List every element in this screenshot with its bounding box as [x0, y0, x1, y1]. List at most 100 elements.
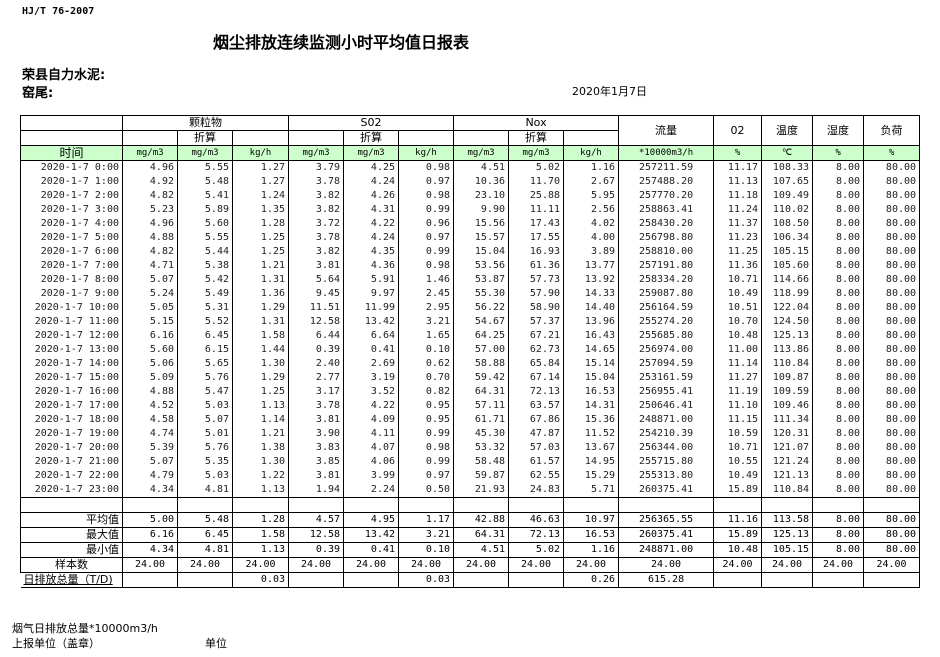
value-cell: 11.99 [343, 301, 400, 315]
value-cell: 4.51 [453, 160, 510, 175]
value-cell: 124.50 [761, 315, 814, 329]
reporting-unit-label: 上报单位（盖章） [12, 637, 100, 650]
table-row: 2020-1-7 0:00 4.96 5.55 1.27 3.79 4.25 0.98 4.5… [20, 160, 921, 175]
value-cell: 55.30 [453, 287, 510, 301]
value-cell: 24.83 [508, 483, 565, 498]
value-cell: 4.00 [563, 231, 620, 245]
time-cell: 2020-1-7 15:00 [20, 371, 123, 385]
header-blank [288, 130, 345, 146]
value-cell: 5.48 [177, 175, 233, 189]
time-cell: 2020-1-7 10:00 [20, 301, 123, 315]
value-cell [453, 497, 510, 513]
table-row: 2020-1-7 12:00 6.16 6.45 1.58 6.44 6.64 1.65 64… [20, 329, 921, 343]
value-cell: 24.00 [761, 557, 814, 573]
value-cell: 8.00 [812, 483, 865, 498]
value-cell: 3.19 [343, 371, 400, 385]
value-cell: 108.33 [761, 160, 814, 175]
value-cell: 58.88 [453, 357, 510, 371]
value-cell: 4.58 [122, 413, 178, 427]
value-cell: 80.00 [863, 189, 921, 203]
header-blank [20, 115, 123, 131]
value-cell: 3.89 [563, 245, 620, 259]
header-particulate: 颗粒物 [121, 115, 290, 131]
value-cell: 10.55 [713, 455, 763, 469]
value-cell: 11.52 [563, 427, 620, 441]
value-cell: 5.65 [177, 357, 233, 371]
value-cell: 110.84 [761, 357, 814, 371]
header-converted-particulate: 折算 [177, 130, 233, 146]
value-cell: 108.50 [761, 217, 814, 231]
value-cell: 8.00 [812, 259, 865, 273]
value-cell: 80.00 [863, 512, 921, 528]
value-cell: 4.96 [122, 160, 178, 175]
value-cell: 80.00 [863, 217, 921, 231]
value-cell: 57.90 [508, 287, 565, 301]
value-cell: 12.58 [288, 527, 345, 543]
table-row: 2020-1-7 4:00 4.96 5.60 1.28 3.72 4.22 0.96 15.… [20, 217, 921, 231]
time-cell: 2020-1-7 7:00 [20, 259, 123, 273]
time-cell: 2020-1-7 23:00 [20, 483, 123, 498]
value-cell: 113.58 [761, 512, 814, 528]
value-cell: 13.92 [563, 273, 620, 287]
time-cell: 2020-1-7 8:00 [20, 273, 123, 287]
value-cell: 11.37 [713, 217, 763, 231]
time-cell: 2020-1-7 9:00 [20, 287, 123, 301]
value-cell: 0.10 [398, 343, 455, 357]
value-cell: 105.15 [761, 245, 814, 259]
table-row: 2020-1-7 9:00 5.24 5.49 1.36 9.45 9.97 2.45 55.… [20, 287, 921, 301]
value-cell: 1.27 [231, 175, 290, 189]
value-cell: 107.65 [761, 175, 814, 189]
value-cell: 80.00 [863, 160, 921, 175]
value-cell: 0.98 [398, 160, 455, 175]
value-cell: 3.81 [288, 469, 345, 483]
value-cell: 1.16 [563, 160, 620, 175]
value-cell: 1.25 [231, 231, 290, 245]
value-cell [812, 572, 865, 588]
unit-cell: % [863, 145, 921, 161]
value-cell: 3.78 [288, 231, 345, 245]
value-cell: 6.16 [122, 329, 178, 343]
value-cell: 80.00 [863, 315, 921, 329]
unit-cell: % [713, 145, 763, 161]
value-cell: 1.17 [398, 512, 455, 528]
unit-cell: mg/m3 [508, 145, 565, 161]
value-cell: 5.76 [177, 441, 233, 455]
summary-row: 平均值 5.00 5.48 1.28 4.57 4.95 1.17 42.88 46.63 10.… [20, 512, 921, 528]
value-cell [288, 497, 345, 513]
summary-label [20, 497, 123, 513]
value-cell: 11.36 [713, 259, 763, 273]
unit-cell: kg/h [231, 145, 290, 161]
value-cell: 57.37 [508, 315, 565, 329]
value-cell: 257211.59 [618, 160, 715, 175]
unit-cell: mg/m3 [453, 145, 510, 161]
value-cell: 80.00 [863, 203, 921, 217]
value-cell: 8.00 [812, 371, 865, 385]
value-cell [618, 497, 715, 513]
value-cell: 5.31 [177, 301, 233, 315]
summary-row: 样本数 24.00 24.00 24.00 24.00 24.00 24.00 24.00 24… [20, 557, 921, 573]
value-cell: 57.03 [508, 441, 565, 455]
value-cell: 4.31 [343, 203, 400, 217]
value-cell: 2.24 [343, 483, 400, 498]
value-cell: 3.81 [288, 259, 345, 273]
value-cell: 61.36 [508, 259, 565, 273]
value-cell: 59.42 [453, 371, 510, 385]
value-cell: 256365.55 [618, 512, 715, 528]
value-cell: 8.00 [812, 203, 865, 217]
value-cell: 62.55 [508, 469, 565, 483]
value-cell: 1.58 [231, 329, 290, 343]
value-cell: 15.57 [453, 231, 510, 245]
time-cell: 2020-1-7 11:00 [20, 315, 123, 329]
header-so2: S02 [288, 115, 455, 131]
value-cell: 4.88 [122, 231, 178, 245]
value-cell: 120.31 [761, 427, 814, 441]
value-cell [343, 572, 400, 588]
value-cell: 8.00 [812, 329, 865, 343]
value-cell: 3.72 [288, 217, 345, 231]
value-cell: 56.22 [453, 301, 510, 315]
value-cell: 109.87 [761, 371, 814, 385]
value-cell [343, 497, 400, 513]
value-cell: 24.00 [177, 557, 233, 573]
value-cell: 8.00 [812, 441, 865, 455]
value-cell: 0.10 [398, 542, 455, 558]
